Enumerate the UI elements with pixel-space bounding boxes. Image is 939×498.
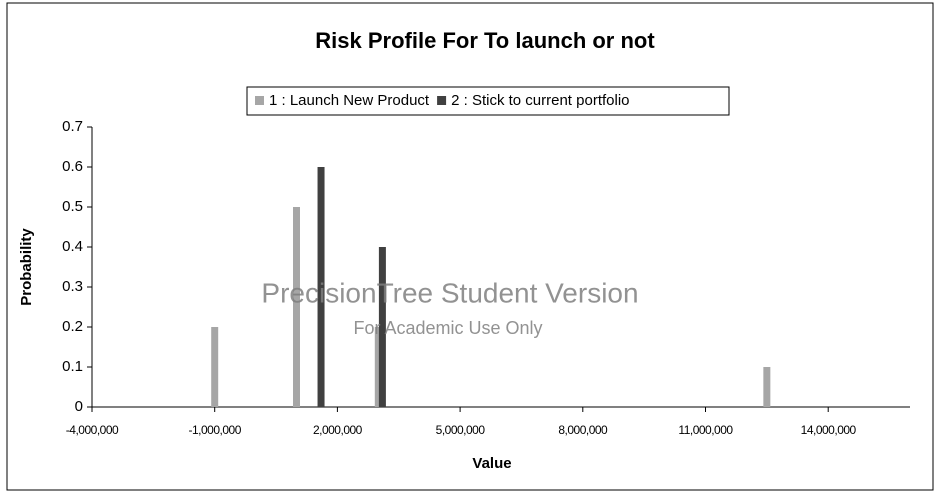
bar: [317, 167, 325, 407]
watermark: PrecisionTree Student Version: [261, 277, 638, 308]
legend-swatch: [255, 96, 264, 105]
y-tick-label: 0.5: [62, 198, 83, 215]
x-tick-label: -4,000,000: [66, 423, 119, 437]
y-tick-label: 0: [75, 398, 83, 415]
bar: [763, 367, 771, 407]
x-axis-label: Value: [472, 455, 511, 472]
bar: [293, 207, 300, 407]
x-tick-label: 2,000,000: [313, 423, 363, 437]
x-tick-label: 14,000,000: [801, 423, 857, 437]
watermark-sub: For Academic Use Only: [353, 318, 542, 338]
y-tick-label: 0.3: [62, 278, 83, 295]
x-tick-label: 11,000,000: [678, 423, 733, 437]
y-tick-label: 0.6: [62, 158, 83, 175]
x-tick-label: 5,000,000: [436, 423, 486, 437]
legend-swatch: [437, 96, 447, 105]
chart-frame: [6, 2, 934, 491]
x-tick-label: -1,000,000: [189, 423, 242, 437]
bar: [374, 327, 382, 407]
y-tick-label: 0.4: [62, 238, 83, 255]
bar: [211, 327, 219, 407]
chart-title: Risk Profile For To launch or not: [315, 28, 655, 53]
legend-label: 1 : Launch New Product: [269, 92, 430, 109]
y-tick-label: 0.1: [62, 358, 83, 375]
legend-label: 2 : Stick to current portfolio: [451, 92, 629, 109]
y-tick-label: 0.7: [62, 118, 83, 135]
x-tick-label: 8,000,000: [558, 423, 608, 437]
y-axis-label: Probability: [18, 228, 35, 306]
bar: [378, 247, 386, 407]
legend-box: [246, 86, 730, 116]
y-tick-label: 0.2: [62, 318, 83, 335]
